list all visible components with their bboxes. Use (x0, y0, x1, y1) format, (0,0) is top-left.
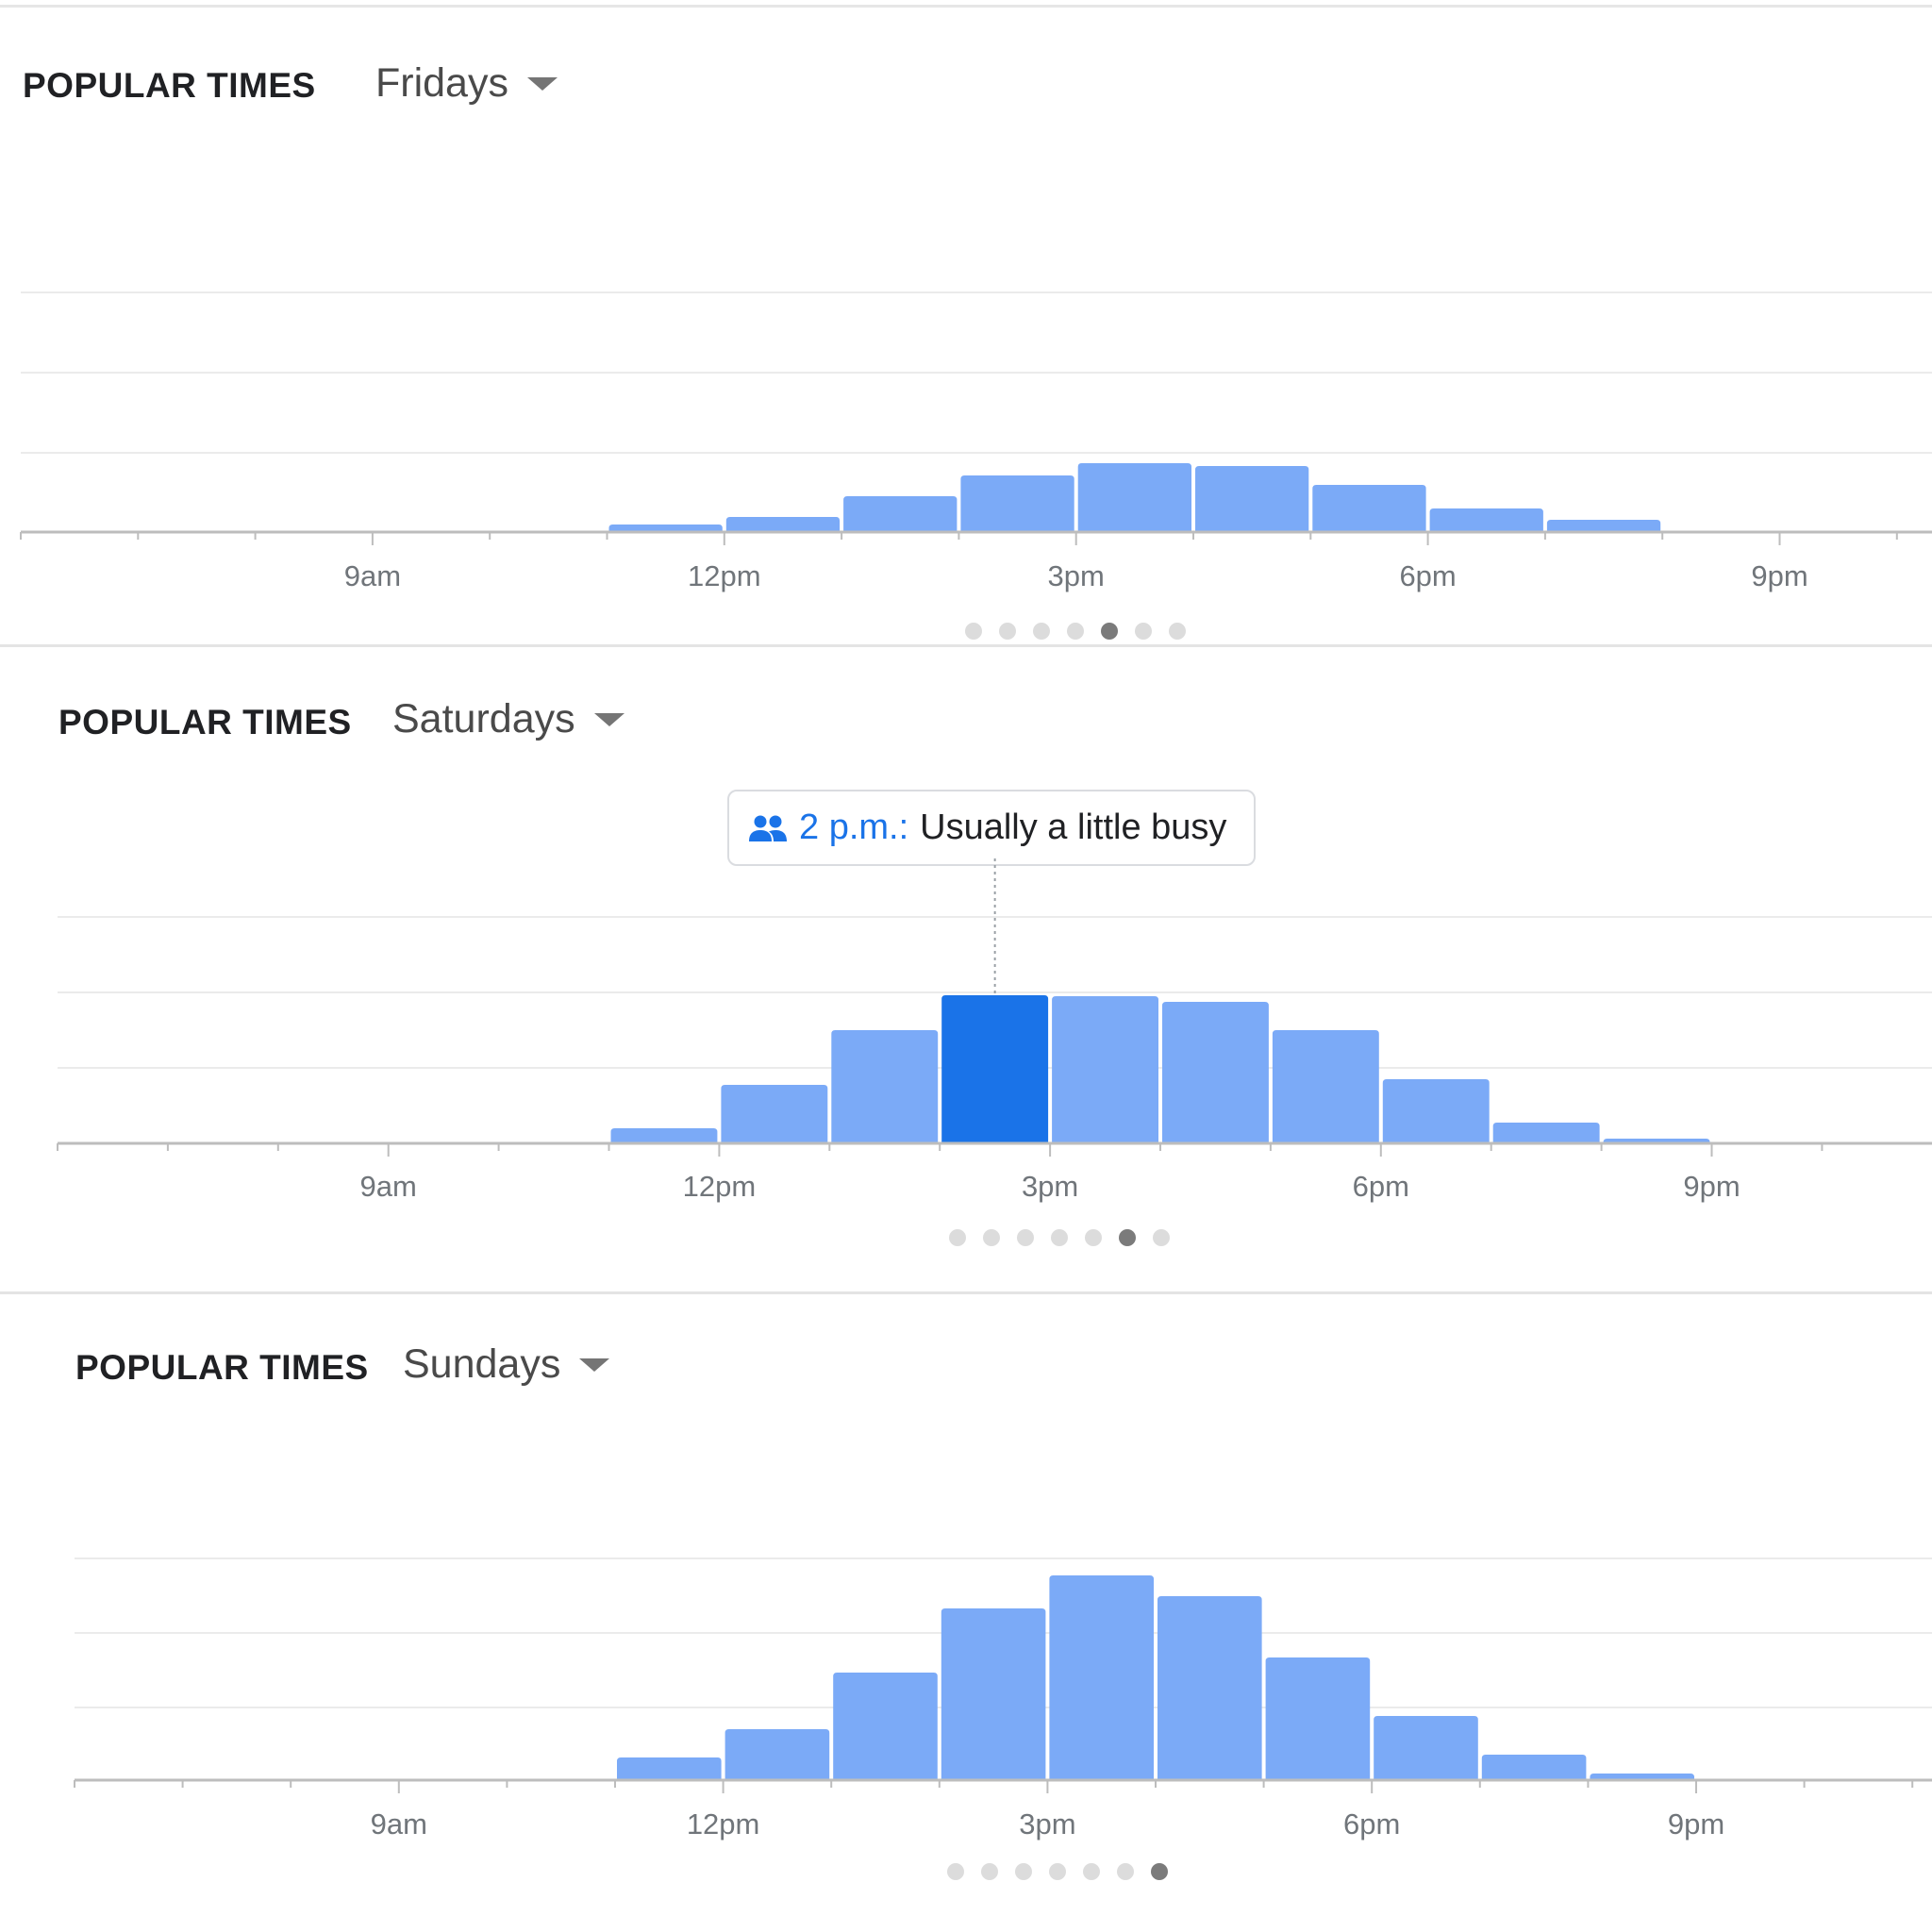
busyness-tooltip: 2 p.m.: Usually a little busy (727, 790, 1256, 866)
hour-bar[interactable] (617, 1757, 722, 1780)
hour-bar[interactable] (1272, 1030, 1379, 1143)
tooltip-text: Usually a little busy (920, 808, 1227, 847)
tooltip-time: 2 p.m.: (799, 808, 909, 847)
pager-dot[interactable] (1067, 623, 1084, 640)
x-tick-label: 9pm (1668, 1807, 1724, 1840)
chevron-down-icon (579, 1357, 610, 1372)
busyness-bar-chart: 9am 12pm 3pm 6pm 9pm (57, 858, 1932, 1203)
pager-dot[interactable] (999, 623, 1016, 640)
pager-dot[interactable] (949, 1229, 966, 1246)
pager-dot[interactable] (1049, 1863, 1066, 1880)
pager-dot[interactable] (981, 1863, 998, 1880)
day-dropdown[interactable]: Sundays (403, 1341, 610, 1388)
hour-bar[interactable] (1382, 1079, 1490, 1143)
pager-dot[interactable] (983, 1229, 1000, 1246)
hour-bar[interactable] (1158, 1596, 1262, 1780)
pager-dot[interactable] (1085, 1229, 1102, 1246)
chevron-down-icon (526, 76, 558, 91)
x-tick-label: 6pm (1343, 1807, 1400, 1840)
pager-dot[interactable] (1117, 1863, 1134, 1880)
hour-bar[interactable] (608, 525, 723, 532)
pager-dot[interactable] (1153, 1229, 1170, 1246)
hour-bar[interactable] (1546, 520, 1661, 532)
hour-bar[interactable] (721, 1085, 828, 1143)
pager-dot[interactable] (965, 623, 982, 640)
panel-divider (0, 644, 1932, 647)
pager-dot[interactable] (1033, 623, 1050, 640)
x-tick-label: 3pm (1019, 1807, 1075, 1840)
people-icon (749, 815, 787, 841)
selected-hour-bar[interactable] (941, 995, 1049, 1143)
busyness-bar-chart: 9am 12pm 3pm 6pm 9pm (74, 1557, 1932, 1840)
pager-dot[interactable] (1051, 1229, 1068, 1246)
x-tick-label: 9am (344, 559, 401, 592)
pager-dot[interactable] (947, 1863, 964, 1880)
x-tick-label: 12pm (687, 1807, 760, 1840)
hour-bar[interactable] (1374, 1716, 1478, 1780)
chevron-down-icon (593, 712, 625, 726)
x-tick-label: 9pm (1751, 559, 1807, 592)
hour-bar[interactable] (1195, 466, 1309, 532)
day-pager-dots (965, 623, 1186, 640)
hour-bar[interactable] (724, 1729, 830, 1780)
hour-bar[interactable] (1312, 485, 1426, 532)
hour-bar[interactable] (843, 496, 958, 532)
hour-bar[interactable] (610, 1128, 718, 1143)
hour-bar[interactable] (1162, 1002, 1269, 1143)
hour-bar[interactable] (725, 517, 841, 532)
pager-dot[interactable] (1135, 623, 1152, 640)
x-tick-label: 9pm (1683, 1170, 1740, 1203)
hour-bar[interactable] (1265, 1657, 1371, 1780)
hour-bar[interactable] (1590, 1774, 1694, 1780)
x-tick-label: 9am (360, 1170, 417, 1203)
hour-bar[interactable] (1429, 508, 1543, 532)
day-pager-dots (949, 1229, 1170, 1246)
day-dropdown[interactable]: Fridays (375, 60, 558, 107)
x-tick-label: 9am (371, 1807, 427, 1840)
pager-dot[interactable] (1169, 623, 1186, 640)
x-tick-label: 3pm (1048, 559, 1105, 592)
x-tick-label: 12pm (683, 1170, 757, 1203)
popular-times-title: POPULAR TIMES (58, 703, 352, 741)
pager-dot[interactable] (1017, 1229, 1034, 1246)
hour-bar[interactable] (1481, 1755, 1587, 1780)
hour-bar[interactable] (833, 1673, 938, 1780)
pager-dot[interactable] (1015, 1863, 1032, 1880)
day-dropdown-label: Fridays (375, 60, 508, 106)
day-dropdown-label: Sundays (403, 1341, 561, 1387)
pager-dot-active[interactable] (1119, 1229, 1136, 1246)
hour-bar[interactable] (1492, 1123, 1600, 1143)
panel-divider (0, 1291, 1932, 1294)
x-tick-label: 6pm (1353, 1170, 1409, 1203)
x-tick-label: 6pm (1399, 559, 1456, 592)
popular-times-title: POPULAR TIMES (23, 66, 316, 105)
hour-bar[interactable] (831, 1030, 939, 1143)
hour-bar[interactable] (1077, 463, 1191, 532)
busyness-bar-chart: 9am 12pm 3pm 6pm 9pm (20, 291, 1932, 592)
popular-times-title: POPULAR TIMES (75, 1348, 369, 1387)
x-tick-label: 3pm (1022, 1170, 1078, 1203)
day-dropdown[interactable]: Saturdays (392, 696, 625, 742)
day-pager-dots (947, 1863, 1168, 1880)
hour-bar[interactable] (941, 1608, 1046, 1780)
pager-dot-active[interactable] (1151, 1863, 1168, 1880)
day-dropdown-label: Saturdays (392, 696, 575, 741)
pager-dot-active[interactable] (1101, 623, 1118, 640)
x-tick-label: 12pm (688, 559, 761, 592)
hour-bar[interactable] (1049, 1575, 1154, 1780)
top-divider (0, 5, 1932, 8)
hour-bar[interactable] (960, 475, 1074, 532)
hour-bar[interactable] (1052, 996, 1158, 1143)
pager-dot[interactable] (1083, 1863, 1100, 1880)
